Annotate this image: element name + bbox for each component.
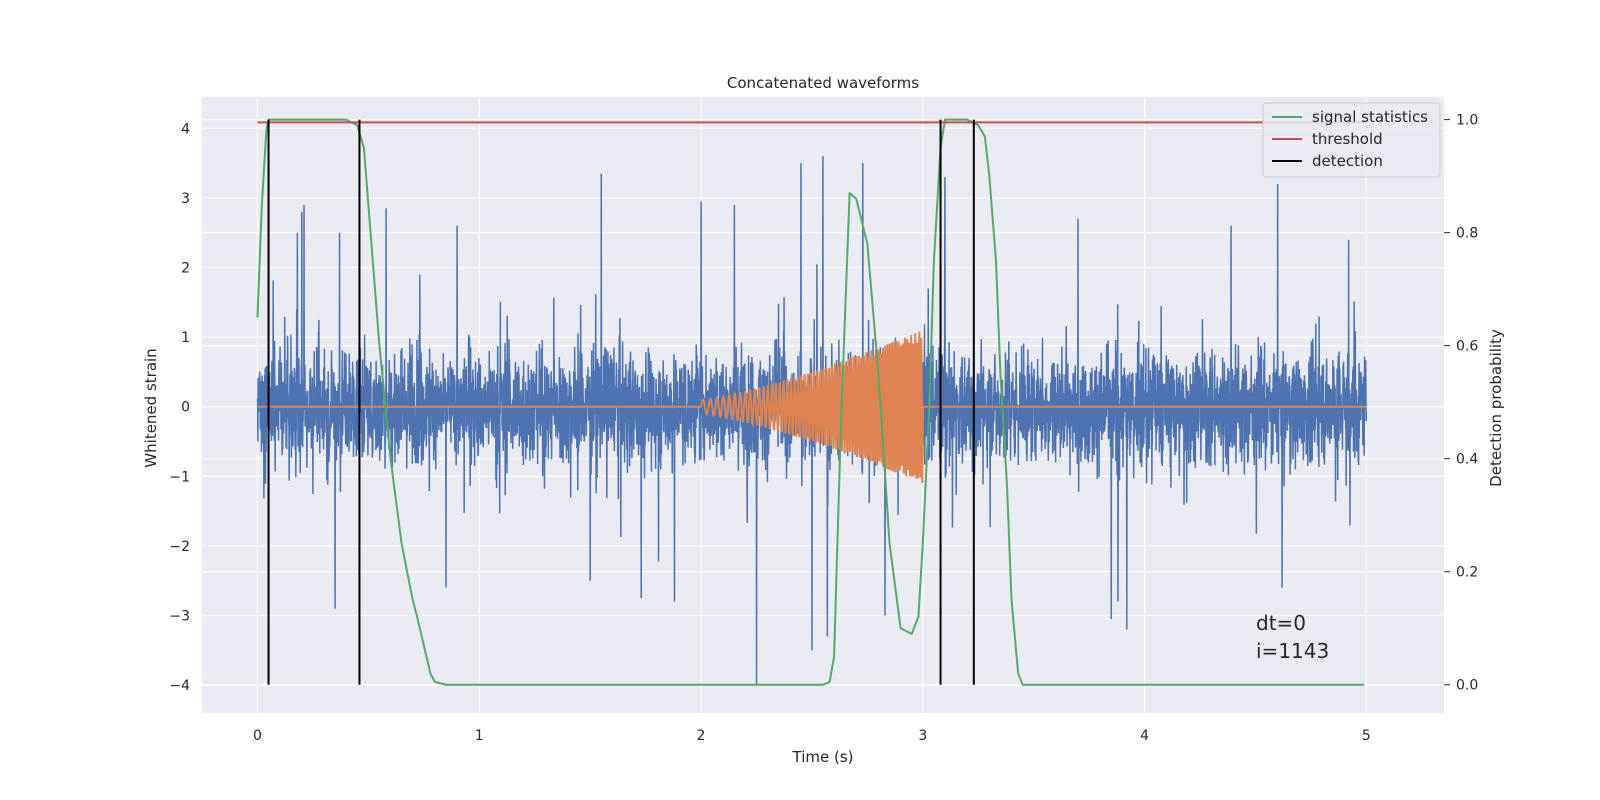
legend-box — [1262, 102, 1441, 178]
x-tick-label: 5 — [1362, 728, 1371, 744]
y-tick-label: −1 — [169, 469, 190, 485]
y-right-tick-label: 0.4 — [1456, 452, 1478, 468]
legend-label-threshold: threshold — [1312, 130, 1383, 148]
y-axis-label: Whitened strain — [142, 348, 160, 467]
legend-label-detection: detection — [1312, 152, 1383, 170]
y-tick-label: 1 — [181, 330, 190, 346]
y-right-tick-label: 0.8 — [1456, 226, 1478, 242]
annotation-dt: dt=0 — [1256, 611, 1306, 635]
y-right-tick-label: 0.6 — [1456, 339, 1478, 355]
legend-label-signal-statistics: signal statistics — [1312, 108, 1428, 126]
x-tick-label: 3 — [918, 728, 927, 744]
x-tick-label: 0 — [253, 728, 262, 744]
y-right-tick-label: 0.0 — [1456, 678, 1478, 694]
legend: signal statistics threshold detection — [1262, 102, 1441, 178]
x-tick-label: 2 — [697, 728, 706, 744]
y-tick-label: 3 — [181, 191, 190, 207]
chirp-signal-line — [257, 331, 1367, 483]
y-right-axis-label: Detection probability — [1487, 329, 1505, 487]
left-axis-ticks: −4 −3 −2 −1 0 1 2 3 4 — [169, 121, 190, 694]
y-tick-label: 4 — [181, 121, 190, 137]
x-axis-ticks: 0 1 2 3 4 5 — [253, 728, 1371, 744]
right-axis-ticks: 0.0 0.2 0.4 0.6 0.8 1.0 — [1444, 113, 1478, 694]
y-right-tick-label: 0.2 — [1456, 565, 1478, 581]
x-tick-label: 4 — [1140, 728, 1149, 744]
y-tick-label: 2 — [181, 261, 190, 277]
y-right-tick-label: 1.0 — [1456, 113, 1478, 129]
y-tick-label: −4 — [169, 678, 190, 694]
chart-title: Concatenated waveforms — [727, 74, 919, 92]
y-tick-label: 0 — [181, 400, 190, 416]
x-axis-label: Time (s) — [792, 748, 854, 766]
series-layer — [256, 118, 1368, 686]
annotation-i: i=1143 — [1256, 639, 1329, 663]
x-tick-label: 1 — [475, 728, 484, 744]
y-tick-label: −2 — [169, 539, 190, 555]
strain-noise-line — [256, 156, 1368, 686]
y-tick-label: −3 — [169, 609, 190, 625]
